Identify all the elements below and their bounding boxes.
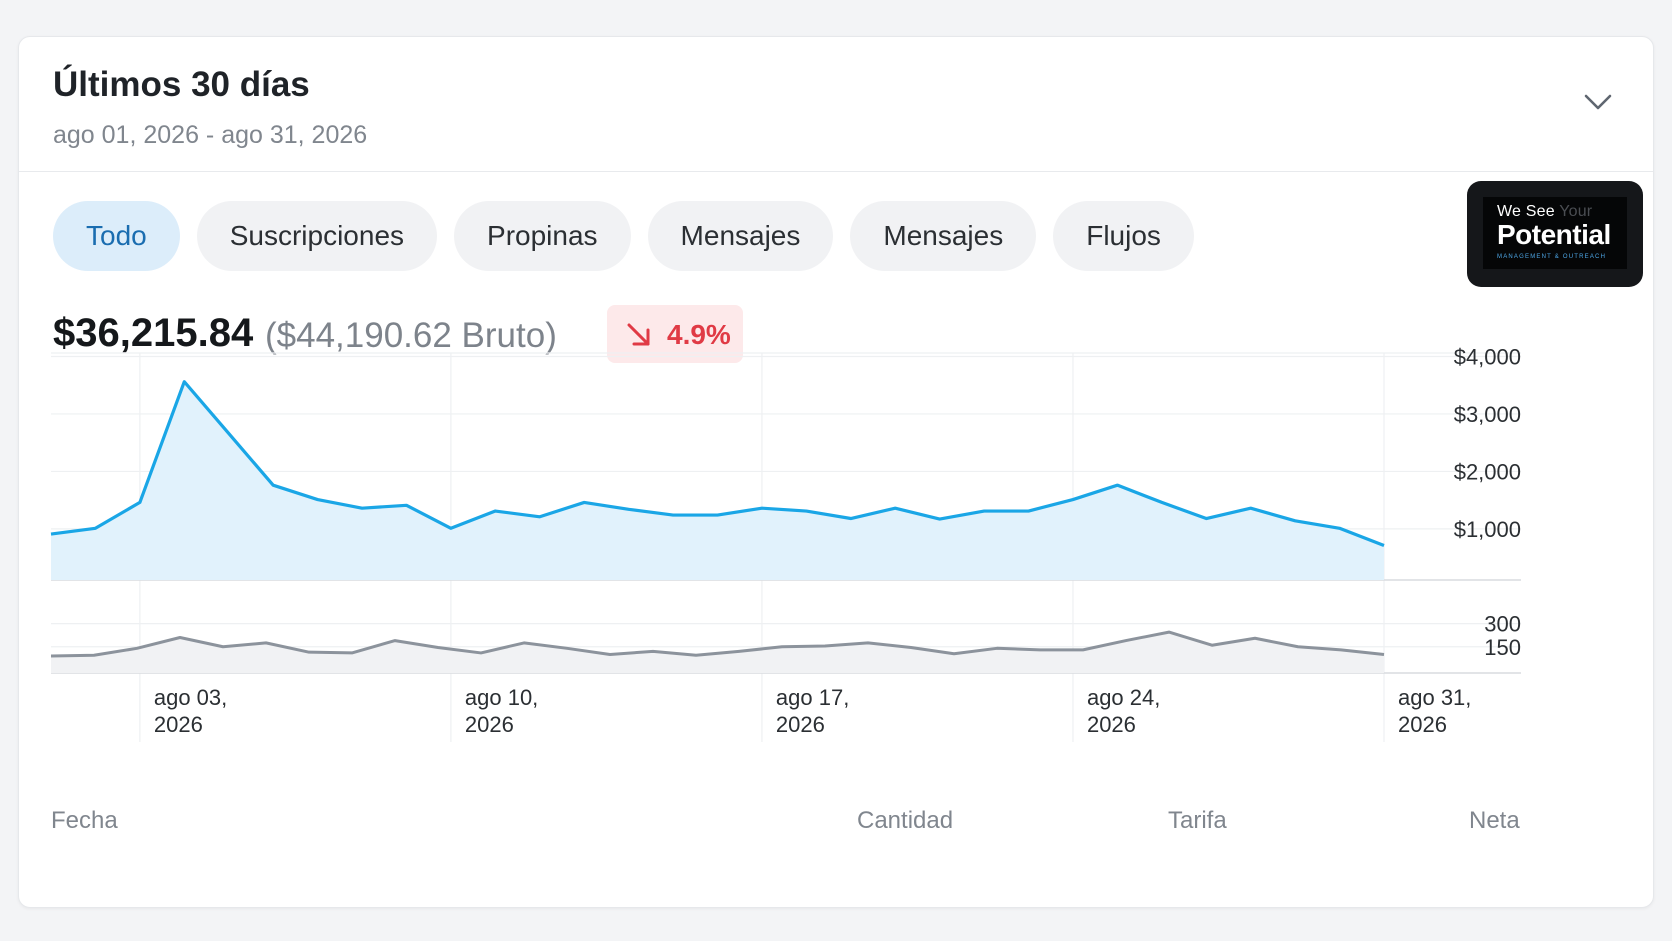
y-tick-label: $1,000 (1454, 517, 1521, 542)
y-tick-label-sub: 300 (1484, 612, 1521, 637)
x-tick-label-year: 2026 (465, 712, 514, 737)
count-series (50, 630, 1385, 673)
x-tick-label: ago 17, (776, 685, 849, 710)
date-range: ago 01, 2026 - ago 31, 2026 (53, 121, 368, 149)
logo-line-2: Potential (1497, 219, 1611, 250)
logo-line-1a: We See (1497, 203, 1555, 220)
brand-logo: We See Your Potential MANAGEMENT & OUTRE… (1467, 181, 1643, 287)
column-fecha[interactable]: Fecha (51, 807, 118, 834)
logo-line-3: MANAGEMENT & OUTREACH (1497, 254, 1607, 260)
tab-propinas[interactable]: Propinas (454, 201, 631, 271)
tab-mensajes[interactable]: Mensajes (647, 201, 834, 271)
x-tick-label-year: 2026 (1398, 712, 1447, 737)
x-tick-label: ago 10, (465, 685, 538, 710)
net-amount: $36,215.84 (53, 311, 254, 355)
x-tick-label: ago 24, (1087, 685, 1160, 710)
chevron-down-icon[interactable] (1581, 85, 1615, 119)
column-cantidad[interactable]: Cantidad (857, 807, 954, 834)
column-tarifa[interactable]: Tarifa (1168, 807, 1227, 834)
sub-area-fill (51, 632, 1384, 673)
x-tick-label-year: 2026 (1087, 712, 1136, 737)
y-tick-label: $2,000 (1454, 459, 1521, 484)
logo-line-1: We See Your (1497, 203, 1592, 221)
period-title: Últimos 30 días (53, 65, 310, 104)
logo-inner: We See Your Potential MANAGEMENT & OUTRE… (1483, 197, 1627, 269)
column-neta[interactable]: Neta (1469, 807, 1520, 834)
card-header[interactable]: Últimos 30 días ago 01, 2026 - ago 31, 2… (19, 37, 1653, 172)
tab-flujos[interactable]: Flujos (1053, 201, 1194, 271)
earnings-card: Últimos 30 días ago 01, 2026 - ago 31, 2… (18, 36, 1654, 908)
x-tick-label: ago 31, (1398, 685, 1471, 710)
x-tick-label: ago 03, (154, 685, 227, 710)
x-tick-label-year: 2026 (154, 712, 203, 737)
main-area-fill (51, 381, 1384, 580)
tab-mensajes-2[interactable]: Mensajes (850, 201, 1037, 271)
y-tick-label: $3,000 (1454, 402, 1521, 427)
y-tick-label: $4,000 (1454, 344, 1521, 369)
main-series (50, 380, 1385, 580)
table-header: Fecha Cantidad Tarifa Neta (19, 807, 1653, 837)
gross-amount: ($44,190.62 Bruto) (265, 316, 557, 355)
change-percent: 4.9% (667, 319, 731, 350)
y-tick-label-sub: 150 (1484, 635, 1521, 660)
category-tabs: Todo Suscripciones Propinas Mensajes Men… (53, 201, 1194, 271)
arrow-down-right-icon (627, 323, 650, 346)
tab-suscripciones[interactable]: Suscripciones (196, 201, 438, 271)
tab-todo[interactable]: Todo (53, 201, 180, 271)
sub-series-line (50, 630, 1385, 658)
logo-line-1b: Your (1559, 203, 1593, 220)
x-tick-label-year: 2026 (776, 712, 825, 737)
